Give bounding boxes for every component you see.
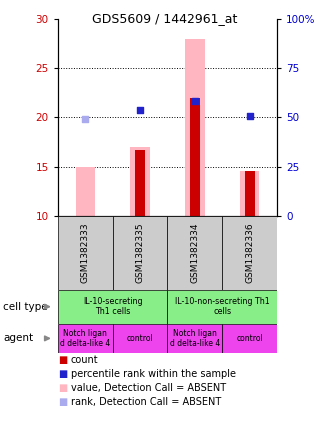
Bar	[58, 290, 168, 324]
Bar	[130, 147, 149, 216]
Bar	[135, 150, 145, 216]
Text: cell type: cell type	[3, 302, 48, 312]
Text: rank, Detection Call = ABSENT: rank, Detection Call = ABSENT	[71, 397, 221, 407]
Text: GSM1382335: GSM1382335	[136, 222, 145, 283]
Bar	[222, 324, 277, 353]
Bar	[58, 216, 113, 290]
Bar	[76, 167, 95, 216]
Text: control: control	[127, 334, 153, 343]
Text: ■: ■	[58, 383, 67, 393]
Text: agent: agent	[3, 333, 33, 343]
Bar	[222, 216, 277, 290]
Bar	[58, 324, 113, 353]
Text: GSM1382336: GSM1382336	[245, 222, 254, 283]
Text: percentile rank within the sample: percentile rank within the sample	[71, 369, 236, 379]
Text: count: count	[71, 355, 99, 365]
Text: GDS5609 / 1442961_at: GDS5609 / 1442961_at	[92, 12, 238, 25]
Text: GSM1382334: GSM1382334	[190, 222, 199, 283]
Point	[247, 113, 252, 120]
Bar	[240, 171, 259, 216]
Text: ■: ■	[58, 369, 67, 379]
Bar	[168, 290, 277, 324]
Text: control: control	[236, 334, 263, 343]
Text: IL-10-secreting
Th1 cells: IL-10-secreting Th1 cells	[83, 297, 143, 316]
Text: Notch ligan
d delta-like 4: Notch ligan d delta-like 4	[170, 329, 220, 348]
Point	[82, 115, 88, 122]
Bar	[185, 39, 205, 216]
Bar	[113, 216, 168, 290]
Text: IL-10-non-secreting Th1
cells: IL-10-non-secreting Th1 cells	[175, 297, 270, 316]
Bar	[113, 324, 168, 353]
Text: ■: ■	[58, 397, 67, 407]
Text: GSM1382333: GSM1382333	[81, 222, 90, 283]
Point	[137, 106, 143, 113]
Text: Notch ligan
d delta-like 4: Notch ligan d delta-like 4	[60, 329, 110, 348]
Point	[192, 97, 198, 104]
Bar	[168, 324, 222, 353]
Text: ■: ■	[58, 355, 67, 365]
Text: value, Detection Call = ABSENT: value, Detection Call = ABSENT	[71, 383, 226, 393]
Bar	[168, 216, 222, 290]
Bar	[190, 98, 200, 216]
Bar	[245, 171, 255, 216]
